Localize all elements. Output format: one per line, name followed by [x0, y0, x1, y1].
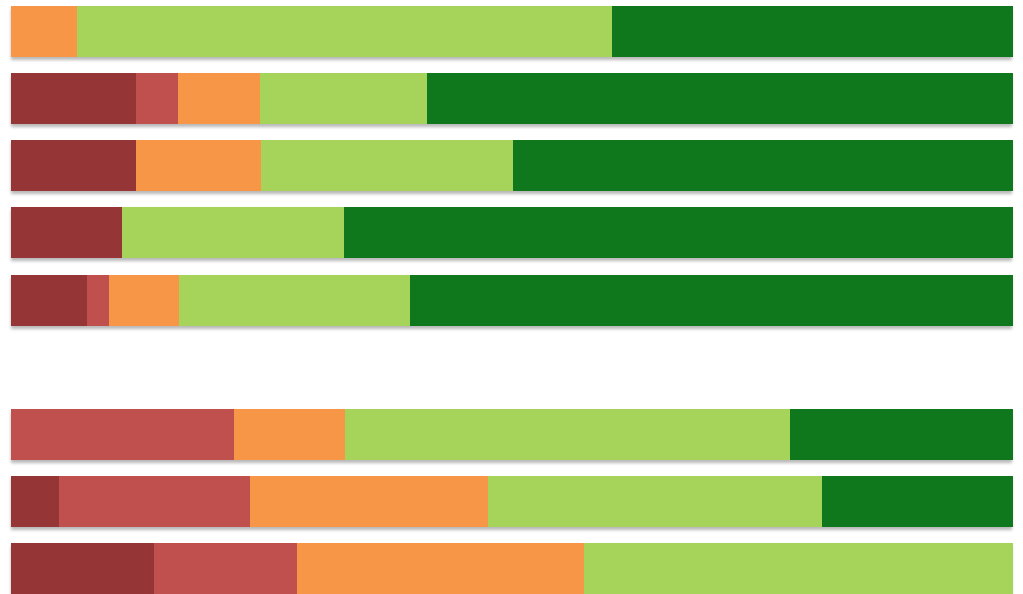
- bar-segment-dark-red: [11, 476, 60, 527]
- bar-segment-orange: [178, 73, 262, 124]
- bar-segment-light-green: [122, 207, 346, 258]
- bar-segment-light-green: [488, 476, 823, 527]
- bar-segment-red: [154, 543, 299, 594]
- stacked-bar-2-3: [11, 543, 1013, 594]
- bar-segment-red: [87, 275, 111, 326]
- bar-segment-orange: [11, 6, 78, 57]
- bar-segment-dark-green: [611, 6, 1013, 57]
- stacked-bar-1-3: [11, 140, 1013, 191]
- bar-segment-light-green: [260, 73, 429, 124]
- stacked-bar-chart: [11, 6, 1014, 594]
- bar-segment-dark-green: [410, 275, 1014, 326]
- bar-segment-dark-green: [344, 207, 1014, 258]
- bar-segment-light-green: [345, 409, 791, 460]
- stacked-bar-1-5: [11, 275, 1014, 326]
- stacked-bar-1-2: [11, 73, 1014, 124]
- bar-segment-red: [59, 476, 252, 527]
- bar-segment-light-green: [179, 275, 412, 326]
- bar-segment-dark-green: [427, 73, 1014, 124]
- bar-segment-light-green: [583, 543, 1013, 594]
- bar-segment-orange: [297, 543, 585, 594]
- bar-segment-light-green: [261, 140, 514, 191]
- bar-segment-dark-red: [11, 73, 137, 124]
- bar-segment-dark-green: [512, 140, 1013, 191]
- bar-segment-dark-red: [11, 543, 155, 594]
- bar-segment-light-green: [77, 6, 614, 57]
- bar-segment-dark-red: [11, 140, 137, 191]
- stacked-bar-2-2: [11, 476, 1013, 527]
- bar-segment-orange: [234, 409, 347, 460]
- stacked-bar-2-1: [11, 409, 1013, 460]
- bar-segment-red: [136, 73, 180, 124]
- bar-segment-orange: [109, 275, 181, 326]
- bar-segment-red: [11, 409, 235, 460]
- bar-segment-dark-green: [821, 476, 1013, 527]
- bar-segment-orange: [136, 140, 263, 191]
- bar-segment-dark-red: [11, 275, 88, 326]
- bar-segment-dark-red: [11, 207, 123, 258]
- stacked-bar-1-1: [11, 6, 1013, 57]
- bar-segment-dark-green: [789, 409, 1013, 460]
- bar-segment-orange: [250, 476, 490, 527]
- stacked-bar-1-4: [11, 207, 1014, 258]
